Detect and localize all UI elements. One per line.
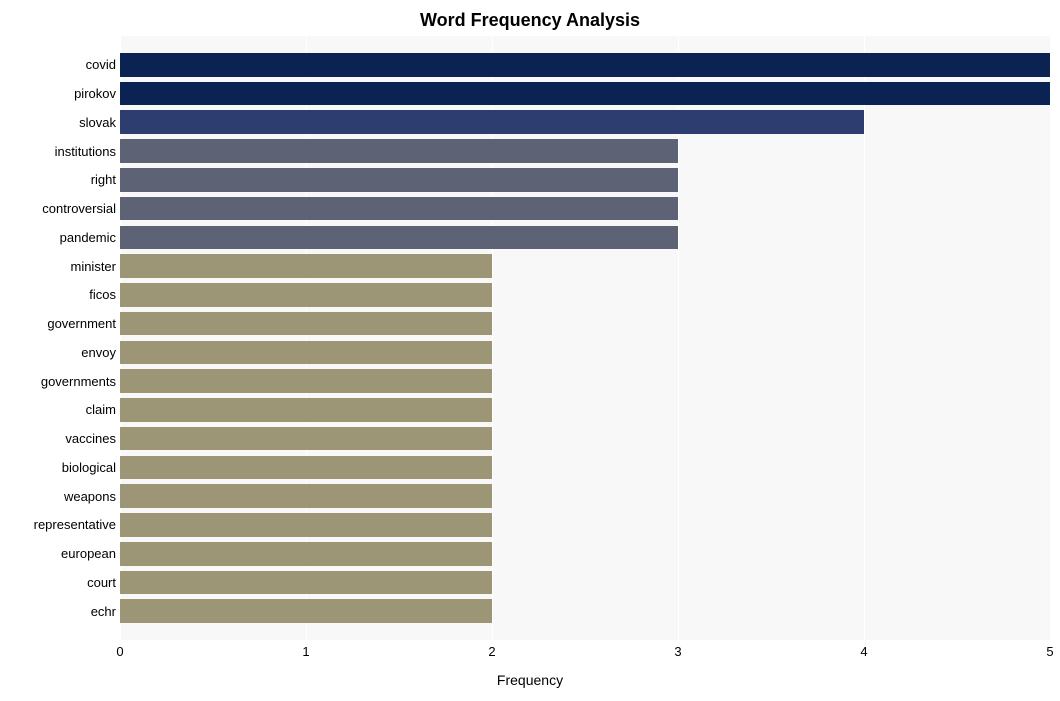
- y-tick-label: government: [47, 316, 116, 331]
- bar-row: [120, 427, 1050, 451]
- bar: [120, 110, 864, 134]
- bar-row: [120, 283, 1050, 307]
- y-tick-label: claim: [86, 402, 116, 417]
- bar: [120, 197, 678, 221]
- y-tick-label: vaccines: [65, 431, 116, 446]
- bar: [120, 168, 678, 192]
- bar: [120, 513, 492, 537]
- bar: [120, 341, 492, 365]
- bar-row: [120, 369, 1050, 393]
- bar: [120, 427, 492, 451]
- bar: [120, 53, 1050, 77]
- bar-row: [120, 484, 1050, 508]
- y-tick-label: minister: [70, 259, 116, 274]
- y-tick-label: envoy: [81, 345, 116, 360]
- bar: [120, 139, 678, 163]
- y-tick-label: pirokov: [74, 86, 116, 101]
- x-tick-label: 3: [658, 644, 698, 659]
- bar-row: [120, 53, 1050, 77]
- y-tick-label: echr: [91, 604, 116, 619]
- x-tick-label: 4: [844, 644, 884, 659]
- y-tick-label: governments: [41, 374, 116, 389]
- x-tick-label: 0: [100, 644, 140, 659]
- grid-line: [1050, 36, 1051, 640]
- y-tick-label: representative: [34, 517, 116, 532]
- bar-row: [120, 542, 1050, 566]
- bar-row: [120, 571, 1050, 595]
- bar: [120, 398, 492, 422]
- x-tick-label: 1: [286, 644, 326, 659]
- bar: [120, 369, 492, 393]
- x-axis-label: Frequency: [0, 672, 1060, 688]
- bar-row: [120, 341, 1050, 365]
- bar: [120, 283, 492, 307]
- bar-row: [120, 312, 1050, 336]
- bar-row: [120, 226, 1050, 250]
- y-tick-label: european: [61, 546, 116, 561]
- y-tick-label: controversial: [42, 201, 116, 216]
- y-tick-label: ficos: [89, 287, 116, 302]
- bar-row: [120, 398, 1050, 422]
- x-tick-label: 5: [1030, 644, 1060, 659]
- chart-title: Word Frequency Analysis: [0, 10, 1060, 31]
- bar: [120, 456, 492, 480]
- y-tick-label: biological: [62, 460, 116, 475]
- y-tick-label: court: [87, 575, 116, 590]
- bar: [120, 82, 1050, 106]
- bar: [120, 312, 492, 336]
- bar: [120, 226, 678, 250]
- bar: [120, 571, 492, 595]
- y-tick-label: right: [91, 172, 116, 187]
- word-frequency-chart: Word Frequency Analysis Frequency 0 1 2 3 4 5…: [0, 0, 1060, 701]
- bar: [120, 599, 492, 623]
- bar-row: [120, 110, 1050, 134]
- bar: [120, 484, 492, 508]
- y-tick-label: institutions: [55, 144, 116, 159]
- bar-row: [120, 456, 1050, 480]
- y-tick-label: pandemic: [60, 230, 116, 245]
- bar-row: [120, 82, 1050, 106]
- bar-row: [120, 139, 1050, 163]
- bar-row: [120, 254, 1050, 278]
- x-tick-label: 2: [472, 644, 512, 659]
- bar-row: [120, 197, 1050, 221]
- bar-row: [120, 168, 1050, 192]
- y-tick-label: slovak: [79, 115, 116, 130]
- bar-row: [120, 599, 1050, 623]
- bar: [120, 254, 492, 278]
- bar-row: [120, 513, 1050, 537]
- bar: [120, 542, 492, 566]
- y-tick-label: covid: [86, 57, 116, 72]
- y-tick-label: weapons: [64, 489, 116, 504]
- plot-area: [120, 36, 1050, 640]
